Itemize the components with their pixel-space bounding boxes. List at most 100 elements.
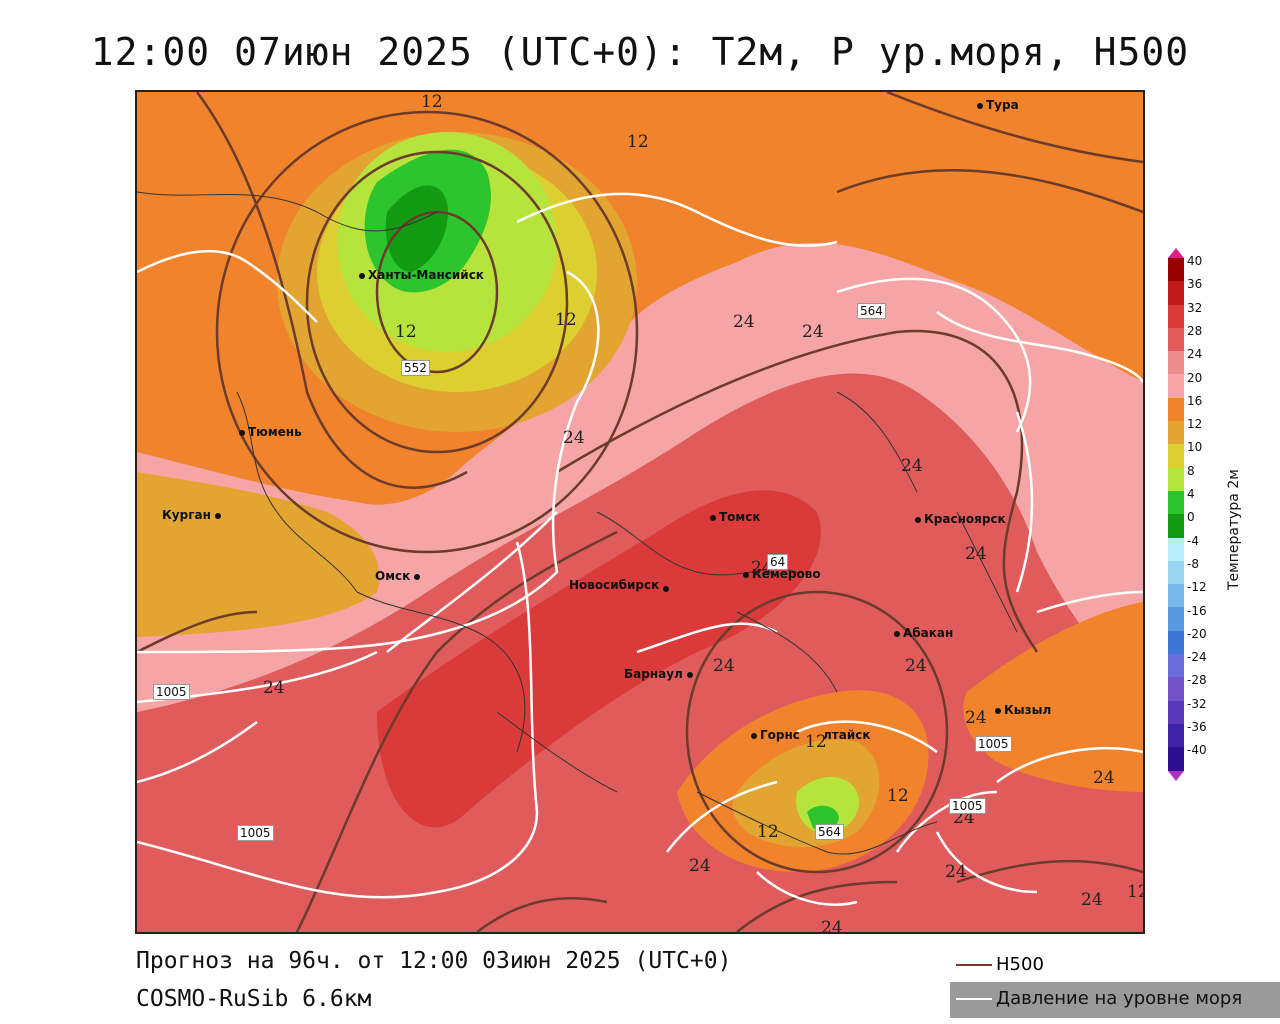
temperature-gold-west <box>137 472 380 637</box>
temp-label: 24 <box>733 312 755 332</box>
colorbar-segment <box>1168 327 1184 352</box>
city-dot <box>751 732 757 739</box>
city-kyzyl: Кызыл <box>995 703 1051 717</box>
colorbar-segment <box>1168 723 1184 748</box>
city-tomsk: Томск <box>710 510 761 524</box>
colorbar-arrow-top <box>1168 248 1184 258</box>
colorbar-tick: 36 <box>1187 277 1203 292</box>
temp-label: 24 <box>901 456 923 476</box>
temp-label: 12 <box>1127 882 1143 902</box>
colorbar-title: Температура 2м <box>1226 469 1242 590</box>
colorbar-segment <box>1168 700 1184 724</box>
city-dot <box>214 512 221 519</box>
city-altaysk-fragment: лтайск <box>823 728 871 742</box>
city-dot <box>710 514 716 521</box>
temp-label: 24 <box>1081 890 1103 910</box>
temp-label: 12 <box>805 732 827 752</box>
colorbar-tick: 4 <box>1187 487 1195 501</box>
colorbar-tick: 10 <box>1187 440 1203 455</box>
colorbar-segment <box>1168 537 1184 561</box>
h500-contours <box>137 92 1143 932</box>
h500-label: 552 <box>401 360 430 376</box>
temp-label: 24 <box>689 856 711 876</box>
region-borders <box>137 191 1018 855</box>
pressure-isobars <box>137 192 1143 906</box>
colorbar-tick: -4 <box>1187 533 1199 548</box>
h500-label: 64 <box>767 554 789 570</box>
colorbar-segment <box>1168 351 1184 375</box>
city-dot <box>663 586 670 592</box>
legend-pressure: Давление на уровне моря <box>950 982 1280 1018</box>
city-dot <box>743 571 749 578</box>
city-dot <box>414 573 421 580</box>
temp-label: 12 <box>627 132 649 152</box>
city-gorno-altaysk: Горнс <box>751 728 800 742</box>
city-tyumen: Тюмень <box>239 425 302 439</box>
pressure-label: 1005 <box>975 736 1012 752</box>
pressure-label: 1005 <box>949 798 986 814</box>
colorbar-segment <box>1168 304 1184 328</box>
city-dot <box>977 102 983 109</box>
temp-label: 24 <box>945 862 967 882</box>
colorbar-tick: -36 <box>1187 720 1207 734</box>
colorbar-segment <box>1168 281 1184 305</box>
temp-label: 24 <box>821 918 843 934</box>
colorbar-segment <box>1168 630 1184 655</box>
colorbar-tick: -24 <box>1187 650 1207 665</box>
colorbar-tick: 12 <box>1187 417 1203 432</box>
temp-label: 12 <box>421 92 443 112</box>
colorbar-tick: -28 <box>1187 673 1207 688</box>
colorbar-tick: 16 <box>1187 393 1203 408</box>
h500-label: 564 <box>815 824 844 840</box>
colorbar-segment <box>1168 258 1184 282</box>
colorbar-segment <box>1168 467 1184 491</box>
colorbar-tick: -20 <box>1187 626 1207 641</box>
temp-label: 12 <box>395 322 417 342</box>
legend-pressure-line <box>956 998 992 1000</box>
colorbar-tick: -32 <box>1187 696 1207 711</box>
colorbar-segment <box>1168 490 1184 515</box>
city-dot <box>995 707 1001 714</box>
city-khanty-mansiysk: Ханты-Мансийск <box>359 268 484 282</box>
temp-label: 24 <box>965 708 987 728</box>
model-name: COSMO-RuSib 6.6км <box>136 986 372 1012</box>
temp-label: 24 <box>802 322 824 342</box>
temp-label: 12 <box>887 786 909 806</box>
legend-h500: H500 <box>956 954 1044 975</box>
colorbar-tick: 28 <box>1187 323 1203 338</box>
temp-label: 24 <box>563 428 585 448</box>
colorbar-arrow-bottom <box>1168 771 1184 781</box>
colorbar-segment <box>1168 584 1184 608</box>
colorbar-tick: 0 <box>1187 510 1195 525</box>
colorbar-tick: -12 <box>1187 580 1207 595</box>
map-field <box>137 92 1143 932</box>
city-dot <box>686 671 693 678</box>
colorbar-segment <box>1168 654 1184 678</box>
colorbar-tick: -8 <box>1187 556 1199 571</box>
city-tura: Тура <box>977 98 1019 112</box>
colorbar-tick: -16 <box>1187 603 1207 618</box>
city-dot <box>359 272 365 279</box>
colorbar-tick: -40 <box>1187 743 1207 758</box>
colorbar-tick: 20 <box>1187 370 1203 385</box>
city-dot <box>915 516 921 523</box>
city-krasnoyarsk: Красноярск <box>915 512 1006 526</box>
forecast-map[interactable]: Тура Ханты-Мансийск Тюмень Курган Омск Т… <box>135 90 1145 934</box>
city-barnaul: Барнаул <box>624 667 696 681</box>
temp-label: 24 <box>713 656 735 676</box>
colorbar-segment <box>1168 514 1184 538</box>
city-novosibirsk: Новосибирск <box>569 578 672 592</box>
city-kemerovo: Кемерово <box>743 567 821 581</box>
page-title: 12:00 07июн 2025 (UTC+0): T2м, P ур.моря… <box>90 30 1190 74</box>
colorbar-segment <box>1168 444 1184 468</box>
colorbar-segment <box>1168 397 1184 422</box>
city-kurgan: Курган <box>162 508 224 522</box>
colorbar-tick: 40 <box>1187 254 1203 268</box>
city-dot <box>239 429 245 436</box>
colorbar-segment <box>1168 374 1184 398</box>
colorbar-segment <box>1168 747 1184 771</box>
temp-label: 12 <box>555 310 577 330</box>
temp-label: 12 <box>757 822 779 842</box>
colorbar-tick: 24 <box>1187 347 1203 362</box>
temp-label: 24 <box>965 544 987 564</box>
